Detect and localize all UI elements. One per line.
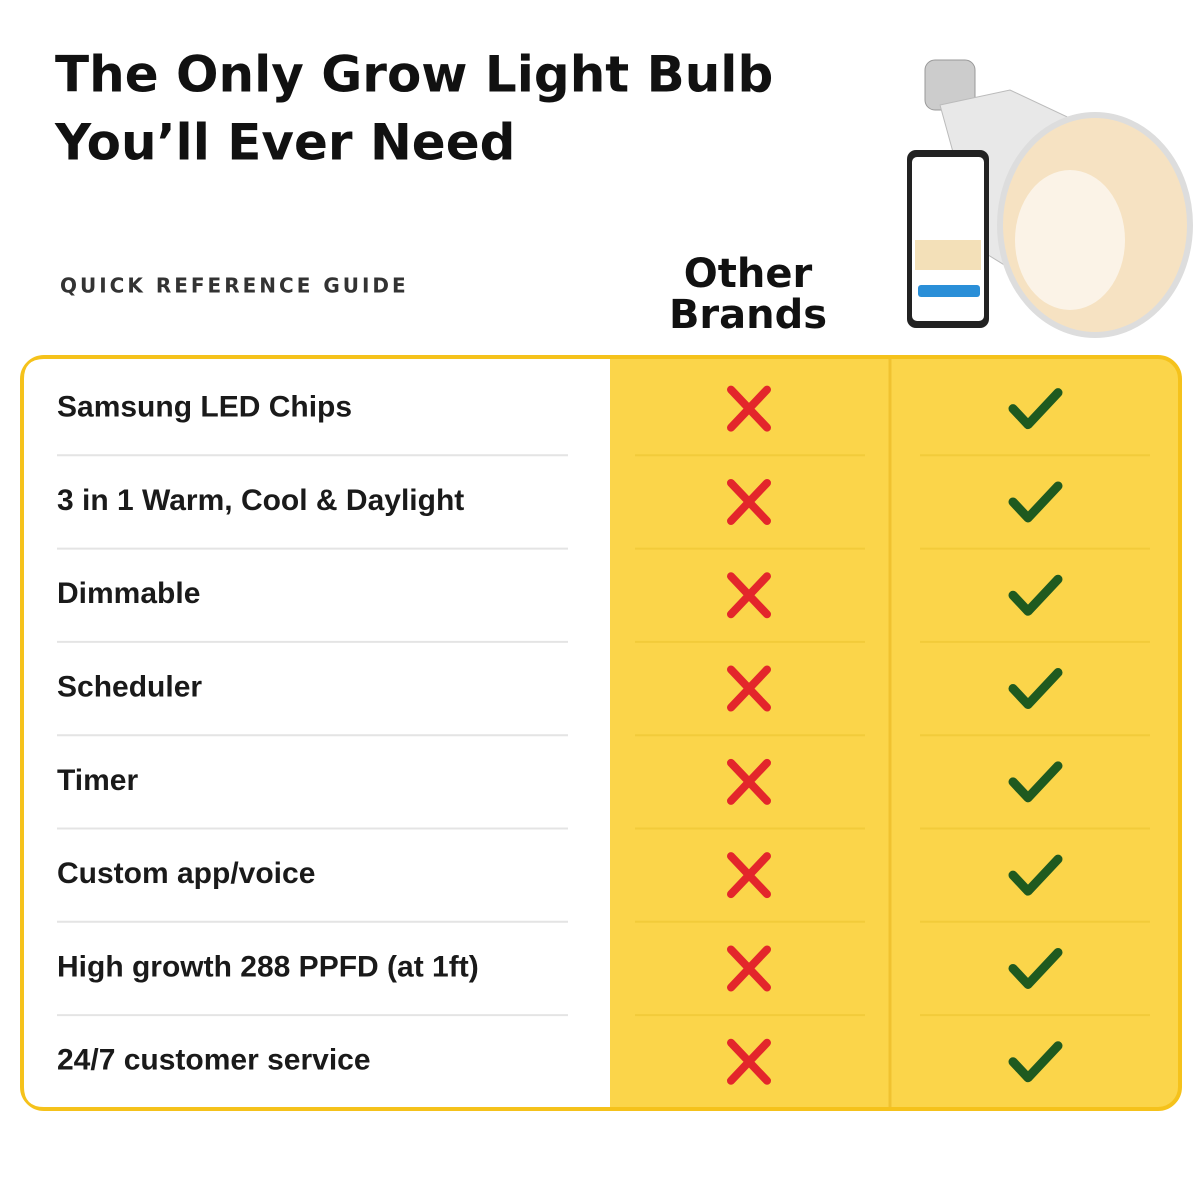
cross-icon xyxy=(727,385,771,432)
title-line: You’ll Ever Need xyxy=(54,114,515,172)
check-icon xyxy=(1008,668,1063,710)
cross-icon xyxy=(727,1038,771,1085)
check-icon xyxy=(1008,574,1063,616)
cross-icon xyxy=(727,758,771,805)
feature-label: Custom app/voice xyxy=(57,857,315,890)
column-header: Other xyxy=(684,251,813,297)
feature-label: Samsung LED Chips xyxy=(57,391,352,424)
rows: Samsung LED Chips 3 in 1 Warm, Cool & Day… xyxy=(57,385,1150,1085)
check-icon xyxy=(1008,947,1063,989)
title-line: The Only Grow Light Bulb xyxy=(55,46,773,104)
check-icon xyxy=(1008,481,1063,523)
feature-column xyxy=(24,359,610,1107)
subtitle: QUICK REFERENCE GUIDE xyxy=(60,274,409,298)
product-image xyxy=(907,59,1193,338)
cross-icon xyxy=(727,852,771,899)
check-icon xyxy=(1008,388,1063,430)
cross-icon xyxy=(727,665,771,712)
feature-label: 3 in 1 Warm, Cool & Daylight xyxy=(57,484,464,517)
check-icon xyxy=(1008,1041,1063,1083)
column-header: Brands xyxy=(669,292,827,338)
cross-icon xyxy=(727,945,771,992)
feature-label: Scheduler xyxy=(57,670,202,703)
feature-label: Dimmable xyxy=(57,577,200,610)
cross-icon xyxy=(727,478,771,525)
feature-label: 24/7 customer service xyxy=(57,1044,371,1077)
cross-icon xyxy=(727,572,771,619)
feature-label: High growth 288 PPFD (at 1ft) xyxy=(57,950,479,983)
check-icon xyxy=(1008,854,1063,896)
feature-label: Timer xyxy=(57,764,138,797)
check-icon xyxy=(1008,761,1063,803)
